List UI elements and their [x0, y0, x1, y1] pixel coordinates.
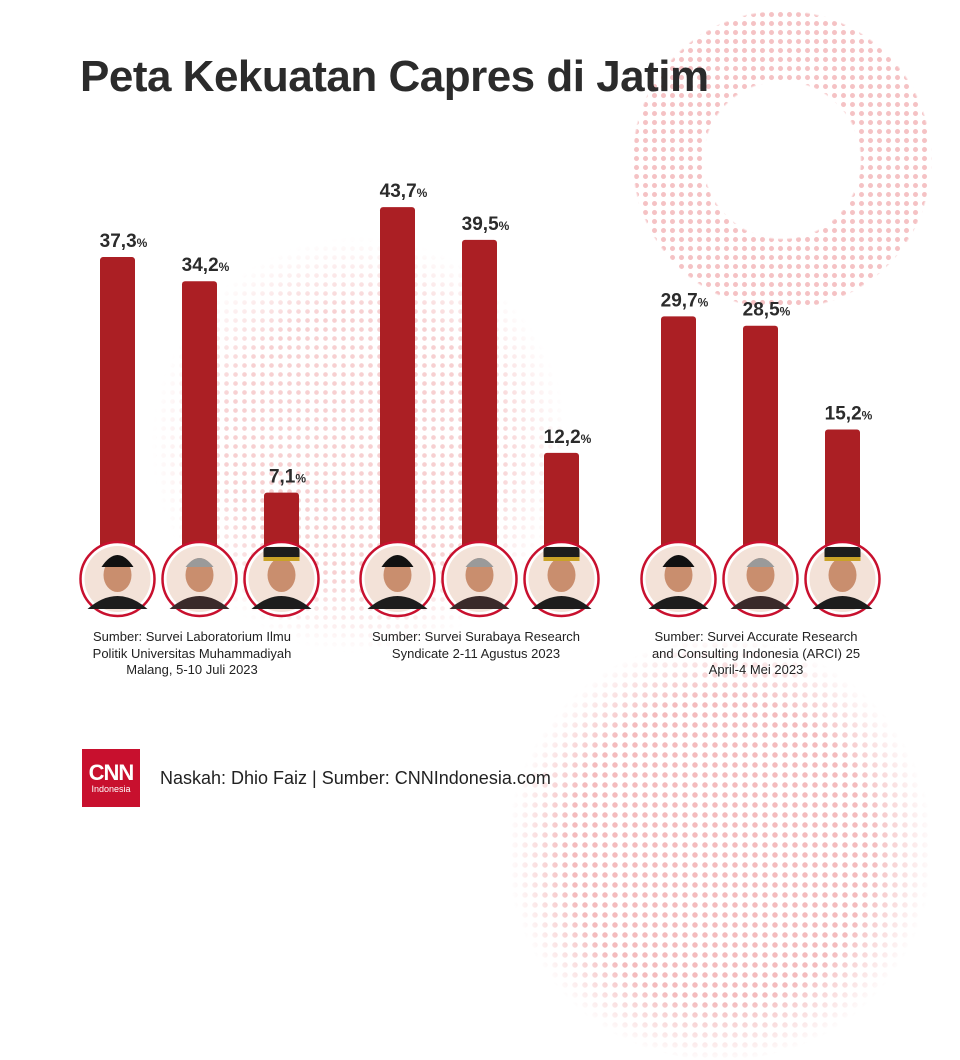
candidate-2-avatar: [722, 540, 799, 618]
source-note-3: Sumber: Survei Accurate Research and Con…: [651, 629, 861, 677]
logo-main-text: CNN: [88, 759, 135, 785]
candidate-3-avatar: [243, 540, 320, 618]
data-label-g3-3: 15,2%: [825, 403, 873, 424]
bar-chart: 37,3% 34,2% 7,1% 43,7% 39,5% 12,2% 29,7% 28,5% 1…: [79, 181, 881, 618]
bar-g3-1: [661, 316, 696, 568]
bar-g2-1: [380, 207, 415, 568]
candidate-2-avatar: [161, 540, 238, 618]
candidate-1-avatar: [79, 540, 156, 618]
data-label-g2-1: 43,7%: [380, 181, 428, 202]
candidate-2-avatar: [441, 540, 518, 618]
candidate-1-avatar: [640, 540, 717, 618]
source-note-1: Sumber: Survei Laboratorium Ilmu Politik…: [92, 629, 292, 677]
candidate-1-avatar: [359, 540, 436, 618]
bar-g1-1: [100, 257, 135, 568]
logo-sub-text: Indonesia: [91, 783, 131, 794]
chart-title: Peta Kekuatan Capres di Jatim: [80, 52, 709, 101]
data-label-g1-1: 37,3%: [100, 231, 148, 252]
cnn-indonesia-logo: CNN Indonesia: [82, 749, 140, 807]
bar-g1-2: [182, 281, 217, 568]
candidate-3-avatar: [523, 540, 600, 618]
footer-credit: Naskah: Dhio Faiz | Sumber: CNNIndonesia…: [160, 768, 551, 788]
data-label-g1-3: 7,1%: [269, 467, 306, 488]
bar-g2-3: [544, 452, 579, 568]
data-label-g3-2: 28,5%: [743, 300, 791, 321]
data-label-g1-2: 34,2%: [182, 255, 230, 276]
data-label-g3-1: 29,7%: [661, 290, 709, 311]
bar-g3-3: [825, 429, 860, 568]
bar-g2-2: [462, 239, 497, 568]
source-note-2: Sumber: Survei Surabaya Research Syndica…: [371, 629, 581, 661]
data-label-g2-2: 39,5%: [462, 214, 510, 235]
candidate-3-avatar: [804, 540, 881, 618]
bar-g3-2: [743, 325, 778, 568]
data-label-g2-3: 12,2%: [544, 427, 592, 448]
